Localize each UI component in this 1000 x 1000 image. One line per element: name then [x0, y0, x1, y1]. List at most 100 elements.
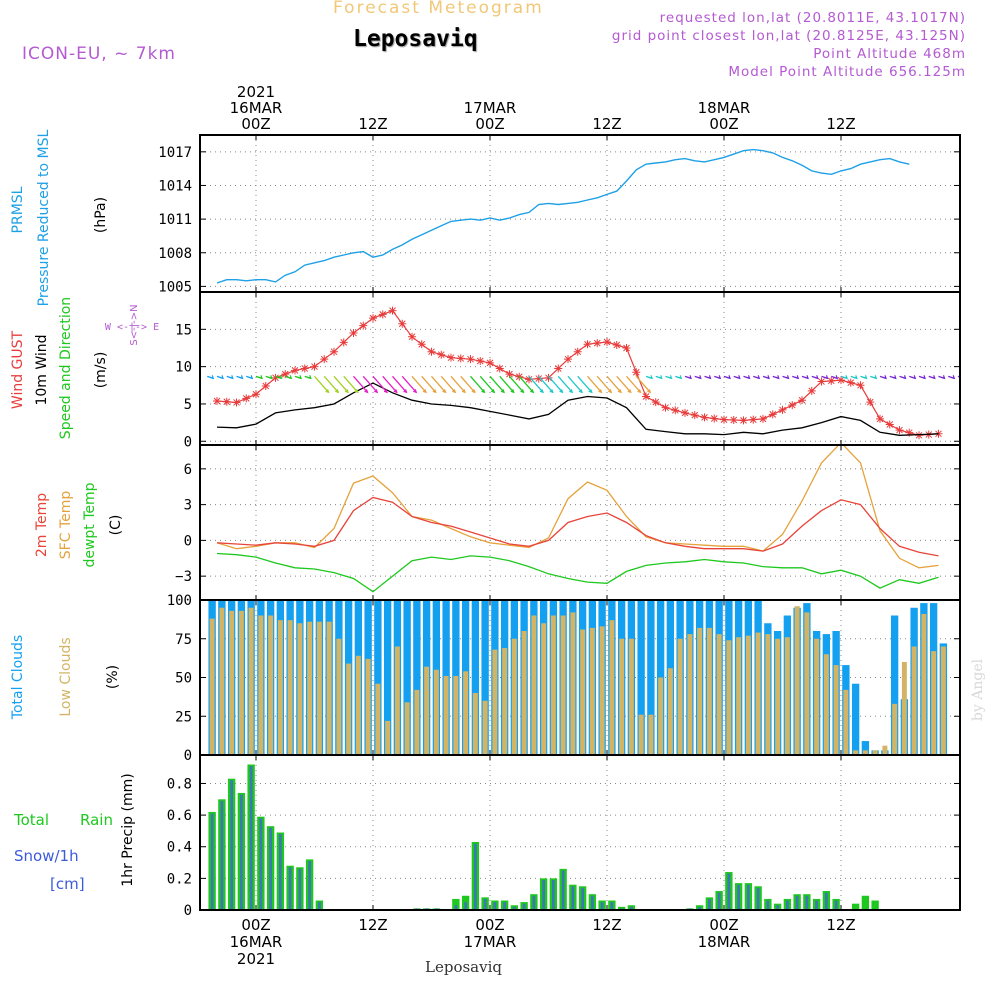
low-cloud-bar	[433, 669, 439, 754]
wind-direction-head	[726, 375, 731, 380]
requested-coords: requested lon,lat (20.8011E, 43.1017N)	[659, 10, 966, 26]
wind-direction-arrow	[606, 375, 622, 393]
wind-direction-head	[559, 389, 564, 394]
gust-marker	[222, 397, 231, 406]
low-cloud-bar	[882, 745, 888, 754]
gust-marker	[486, 358, 494, 367]
pressure-label-2: Pressure Reduced to MSL	[36, 129, 52, 306]
gust-marker	[544, 373, 553, 382]
low-cloud-bar	[443, 675, 449, 754]
gust-marker	[632, 368, 641, 377]
gust-marker	[466, 355, 475, 364]
wind-gust-label: Wind GUST	[10, 330, 26, 409]
footer-location: Leposaviq	[425, 958, 502, 976]
precip-rain-bar	[269, 827, 272, 909]
low-cloud-bar	[872, 750, 878, 754]
low-cloud-bar	[609, 620, 615, 754]
wind-direction-head	[853, 375, 858, 380]
wind-direction-arrow	[626, 375, 641, 393]
low-cloud-bar	[658, 677, 664, 754]
wind-direction-head	[951, 375, 956, 380]
low-cloud-bar	[775, 638, 781, 754]
gust-marker	[261, 382, 270, 391]
wind-direction-head	[500, 389, 505, 394]
y-tick-label: 1017	[158, 145, 192, 161]
total-cloud-bar	[471, 601, 480, 754]
clouds-unit: (%)	[105, 665, 121, 689]
wind-direction-head	[229, 375, 234, 380]
wind-direction-arrow	[567, 375, 583, 393]
wind-direction-arrow	[470, 375, 485, 393]
y-tick-label: 0.8	[167, 776, 192, 792]
precip-rain-bar	[561, 870, 565, 909]
wind-direction-head	[834, 375, 839, 380]
total-cloud-bar	[383, 601, 392, 754]
wind-direction-head	[658, 375, 663, 380]
precip-rain-bar	[425, 908, 428, 909]
total-cloud-bar	[647, 601, 655, 754]
gust-marker	[271, 373, 280, 382]
gust-marker	[710, 414, 719, 423]
low-clouds-label: Low Clouds	[58, 637, 74, 716]
low-cloud-bar	[667, 668, 673, 754]
low-cloud-bar	[326, 621, 332, 754]
wind-direction-arrow	[460, 375, 476, 393]
wind-direction-head	[863, 375, 868, 380]
precip-rain-bar	[766, 900, 770, 909]
wind-direction-head	[736, 375, 741, 380]
precip-rain-bar	[805, 895, 809, 909]
wind-direction-head	[278, 375, 283, 380]
low-cloud-bar	[414, 689, 420, 754]
precip-rain-bar	[259, 818, 263, 909]
gust-marker	[915, 431, 923, 440]
low-cloud-bar	[258, 615, 264, 754]
wind-direction-arrow	[382, 375, 398, 393]
total-cloud-bar	[403, 601, 411, 754]
wind-direction-head	[775, 375, 780, 380]
y-tick-label: −3	[175, 569, 192, 585]
wind-direction-arrow	[489, 375, 505, 393]
wind-direction-arrow	[577, 375, 593, 393]
wind-direction-arrow	[372, 375, 388, 393]
wind-direction-head	[707, 375, 712, 380]
low-cloud-bar	[589, 627, 595, 754]
y-tick-label: 1005	[158, 279, 192, 295]
precip-rain-bar	[542, 879, 545, 909]
low-cloud-bar	[238, 610, 244, 754]
wind-direction-arrow	[323, 375, 339, 393]
low-cloud-bar	[531, 615, 537, 754]
precip-rain-bar	[756, 887, 760, 909]
precip-total-bar	[452, 898, 460, 909]
low-cloud-bar	[628, 638, 634, 754]
wind-direction-arrow	[596, 375, 612, 393]
y-tick-label: 0.2	[167, 871, 192, 887]
precip-rain-label: Rain	[80, 811, 113, 829]
wind-direction-head	[539, 389, 544, 394]
precip-rain-bar	[717, 892, 721, 909]
y-tick-label: 0	[184, 748, 192, 764]
low-cloud-bar	[502, 648, 508, 754]
bottom-time-label: 12Z	[358, 916, 387, 934]
wind-direction-head	[617, 389, 622, 394]
gust-marker	[564, 355, 572, 364]
wind-direction-head	[588, 389, 593, 394]
wind-direction-head	[219, 375, 224, 380]
wind-direction-arrow	[431, 375, 446, 393]
gust-marker	[232, 398, 241, 407]
low-cloud-bar	[648, 714, 654, 754]
gust-marker	[739, 416, 748, 425]
low-cloud-bar	[336, 638, 342, 754]
low-cloud-bar	[726, 640, 732, 754]
wind-direction-head	[239, 375, 244, 380]
bottom-time-label: 12Z	[592, 916, 621, 934]
gust-marker	[671, 406, 680, 415]
low-cloud-bar	[511, 638, 517, 754]
precip-rain-bar	[610, 902, 614, 909]
top-time-label: 00Z	[709, 115, 738, 133]
wind-direction-arrow	[343, 375, 359, 393]
gust-marker	[476, 357, 485, 366]
low-cloud-bar	[921, 613, 927, 754]
wind-direction-head	[422, 389, 427, 394]
precip-rain-bar	[591, 895, 594, 909]
precip-rain-bar	[483, 898, 487, 909]
